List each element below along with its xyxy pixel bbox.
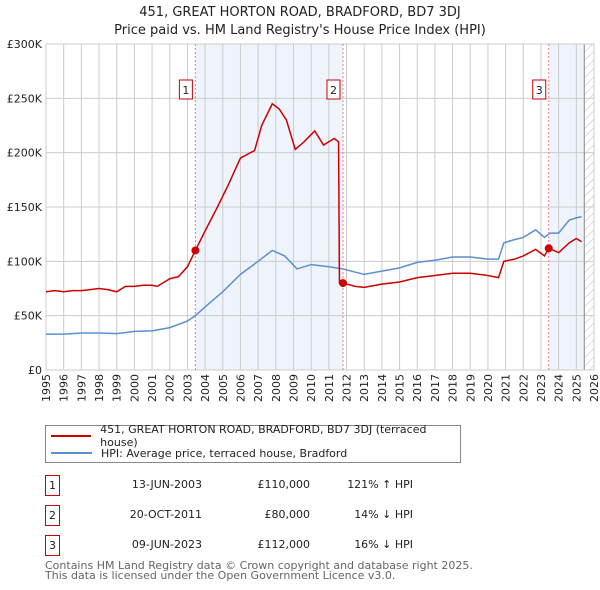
x-tick-label: 2008 — [270, 374, 283, 402]
y-tick-label: £200K — [7, 147, 43, 160]
x-tick-label: 2025 — [570, 374, 583, 402]
chart-subtitle: Price paid vs. HM Land Registry's House … — [114, 23, 486, 38]
x-tick-label: 2022 — [517, 374, 530, 402]
y-tick-label: £300K — [7, 38, 43, 51]
transaction-price: £110,000 — [257, 478, 311, 491]
x-tick-label: 2000 — [128, 374, 141, 402]
sale-marker-box — [178, 79, 193, 100]
property-price-line — [45, 102, 583, 293]
transaction-number: 1 — [45, 475, 60, 496]
x-tick-label: 2024 — [553, 374, 566, 402]
hpi-line — [46, 216, 582, 335]
y-tick-label: £0 — [28, 364, 42, 377]
y-tick-label: £50K — [14, 310, 43, 323]
sale-marker-label: 1 — [182, 84, 189, 97]
transaction-date: 13-JUN-2003 — [131, 478, 202, 491]
sale-marker-box — [532, 79, 547, 100]
x-tick-label: 2012 — [341, 374, 354, 402]
x-tick-label: 2003 — [181, 374, 194, 402]
transaction-date: 09-JUN-2023 — [131, 538, 202, 551]
legend-label: HPI: Average price, terraced house, Brad… — [101, 446, 348, 460]
footer-line2: This data is licensed under the Open Gov… — [45, 569, 396, 582]
x-tick-label: 2019 — [464, 374, 477, 402]
y-tick-label: £250K — [7, 92, 43, 105]
transaction-price: £80,000 — [264, 508, 311, 521]
x-tick-label: 2007 — [252, 374, 265, 402]
x-tick-label: 2017 — [429, 374, 442, 402]
x-tick-label: 2004 — [199, 374, 212, 402]
x-tick-label: 2001 — [146, 374, 159, 402]
sale-marker-label: 2 — [330, 84, 337, 97]
y-tick-label: £150K — [7, 201, 43, 214]
x-tick-label: 2018 — [447, 374, 460, 402]
x-tick-label: 2014 — [376, 374, 389, 402]
x-tick-label: 2010 — [305, 374, 318, 402]
x-tick-label: 2023 — [535, 374, 548, 402]
x-tick-label: 2015 — [394, 374, 407, 402]
x-tick-label: 2009 — [287, 374, 300, 402]
legend-label: 451, GREAT HORTON ROAD, BRADFORD, BD7 3D… — [100, 423, 427, 449]
sale-point — [191, 246, 200, 255]
transaction-row: 1 13-JUN-2003 £110,000 121% ↑ HPI — [45, 475, 445, 496]
x-tick-label: 2016 — [411, 374, 424, 402]
footer: Contains HM Land Registry data © Crown c… — [45, 559, 473, 582]
x-tick-label: 2005 — [217, 374, 230, 402]
footer-line1: Contains HM Land Registry data © Crown c… — [45, 559, 473, 572]
price-chart: 1995 1996 1997 1998 1999 2000 2001 2002 2003 2004… — [7, 38, 600, 402]
x-tick-label: 2006 — [234, 374, 247, 402]
legend: 451, GREAT HORTON ROAD, BRADFORD, BD7 3D… — [45, 423, 461, 463]
x-tick-label: 1996 — [58, 374, 71, 402]
chart-title: 451, GREAT HORTON ROAD, BRADFORD, BD7 3D… — [139, 5, 461, 20]
legend-swatch-blue — [51, 452, 92, 454]
transaction-hpi-diff: 16% ↓ HPI — [354, 538, 413, 551]
transaction-number: 2 — [45, 505, 60, 526]
x-tick-label: 2013 — [358, 374, 371, 402]
x-tick-label: 2011 — [323, 374, 336, 402]
sale-point — [338, 279, 347, 288]
sale-marker-box — [326, 79, 341, 100]
transaction-hpi-diff: 14% ↓ HPI — [354, 508, 413, 521]
x-tick-label: 1999 — [111, 374, 124, 402]
x-tick-label: 2026 — [588, 374, 600, 402]
sale-point — [544, 244, 553, 253]
x-tick-label: 1997 — [75, 374, 88, 402]
x-tick-label: 2021 — [500, 374, 513, 402]
x-tick-label: 2002 — [164, 374, 177, 402]
legend-item-property: 451, GREAT HORTON ROAD, BRADFORD, BD7 3D… — [46, 423, 460, 449]
transaction-hpi-diff: 121% ↑ HPI — [347, 478, 413, 491]
legend-swatch-red — [51, 435, 92, 437]
sale-marker-label: 3 — [536, 84, 543, 97]
legend-item-hpi: HPI: Average price, terraced house, Brad… — [46, 445, 347, 461]
x-tick-label: 2020 — [482, 374, 495, 402]
transaction-date: 20-OCT-2011 — [129, 508, 202, 521]
x-tick-label: 1995 — [40, 374, 53, 402]
transaction-number: 3 — [45, 535, 60, 556]
plot-frame — [45, 43, 595, 371]
y-tick-label: £100K — [7, 255, 43, 268]
transaction-price: £112,000 — [257, 538, 311, 551]
x-tick-label: 1998 — [93, 374, 106, 402]
transaction-row: 3 09-JUN-2023 £112,000 16% ↓ HPI — [45, 535, 445, 556]
transaction-row: 2 20-OCT-2011 £80,000 14% ↓ HPI — [45, 505, 445, 526]
